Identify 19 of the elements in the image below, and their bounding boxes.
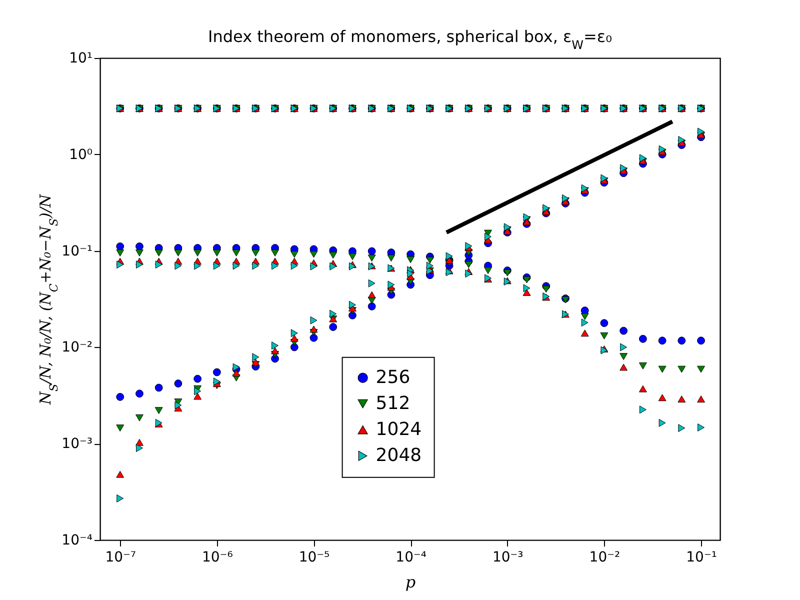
legend-label: 512 [376, 392, 410, 414]
y-tick-label: 10¹ [69, 50, 92, 66]
x-tick-label: 10⁻² [589, 550, 620, 566]
x-axis-title: p [405, 572, 416, 592]
x-tick-label: 10⁻³ [492, 550, 524, 566]
chart-title: Index theorem of monomers, spherical box, ε$_{W}$=ε₀ [208, 27, 612, 52]
y-tick-label: 10⁻² [62, 340, 92, 356]
x-tick-label: 10⁻⁶ [202, 550, 234, 566]
y-tick-label: 10⁻¹ [62, 243, 92, 260]
x-tick-label: 10⁻⁷ [105, 550, 136, 566]
x-tick-label: 10⁻⁴ [396, 550, 427, 566]
x-tick-label: 10⁻⁵ [298, 550, 330, 566]
y-tick-label: 10⁻⁴ [62, 532, 93, 548]
legend-label: 1024 [376, 418, 422, 440]
y-tick-label: 10⁻³ [62, 436, 92, 452]
legend-label: 256 [376, 366, 410, 388]
x-tick-label: 10⁻¹ [686, 550, 717, 566]
legend-label: 2048 [376, 444, 422, 466]
y-tick-label: 10⁰ [69, 146, 93, 163]
